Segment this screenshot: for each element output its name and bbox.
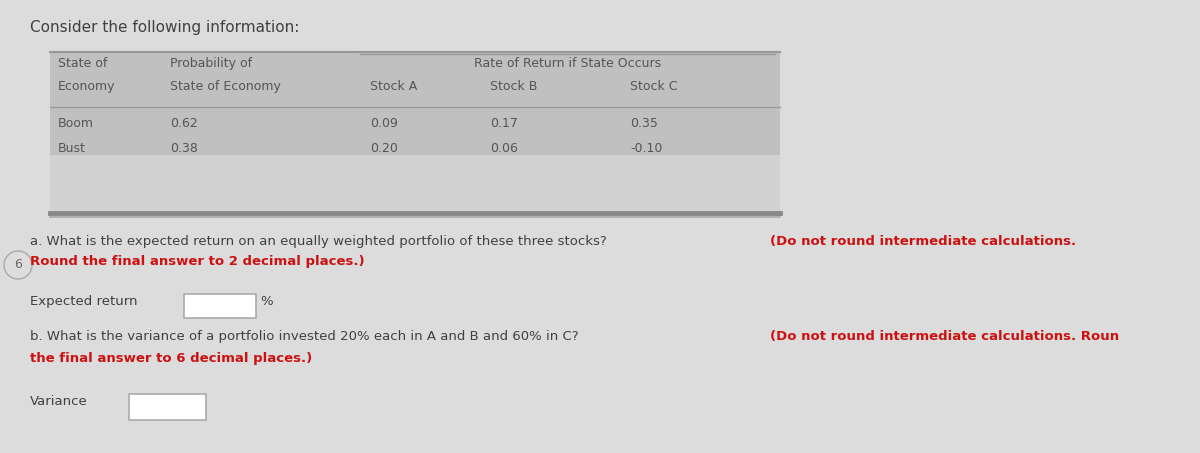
Text: Expected return: Expected return [30,295,138,308]
Text: Probability of: Probability of [170,57,252,70]
Text: %: % [260,295,272,308]
Text: Boom: Boom [58,117,94,130]
Text: 0.09: 0.09 [370,117,398,130]
Text: Consider the following information:: Consider the following information: [30,20,299,35]
Text: a. What is the expected return on an equally weighted portfolio of these three s: a. What is the expected return on an equ… [30,235,611,248]
Text: 0.20: 0.20 [370,142,398,155]
Text: Bust: Bust [58,142,86,155]
Text: Stock A: Stock A [370,80,418,93]
Text: 0.38: 0.38 [170,142,198,155]
Text: 0.35: 0.35 [630,117,658,130]
Text: Variance: Variance [30,395,88,408]
Text: State of: State of [58,57,107,70]
Text: Rate of Return if State Occurs: Rate of Return if State Occurs [474,57,661,70]
Text: b. What is the variance of a portfolio invested 20% each in A and B and 60% in C: b. What is the variance of a portfolio i… [30,330,583,343]
Text: Round the final answer to 2 decimal places.): Round the final answer to 2 decimal plac… [30,255,365,268]
Text: 6: 6 [14,259,22,271]
Text: 0.06: 0.06 [490,142,518,155]
Circle shape [4,251,32,279]
Text: (Do not round intermediate calculations.: (Do not round intermediate calculations. [770,235,1076,248]
FancyBboxPatch shape [130,394,206,420]
FancyBboxPatch shape [50,52,780,218]
Text: the final answer to 6 decimal places.): the final answer to 6 decimal places.) [30,352,312,365]
Text: Stock C: Stock C [630,80,678,93]
Text: Stock B: Stock B [490,80,538,93]
FancyBboxPatch shape [50,52,780,155]
Text: 0.17: 0.17 [490,117,518,130]
FancyBboxPatch shape [184,294,256,318]
Text: 0.62: 0.62 [170,117,198,130]
Text: Economy: Economy [58,80,115,93]
Text: (Do not round intermediate calculations. Roun: (Do not round intermediate calculations.… [770,330,1120,343]
Text: -0.10: -0.10 [630,142,662,155]
Text: State of Economy: State of Economy [170,80,281,93]
